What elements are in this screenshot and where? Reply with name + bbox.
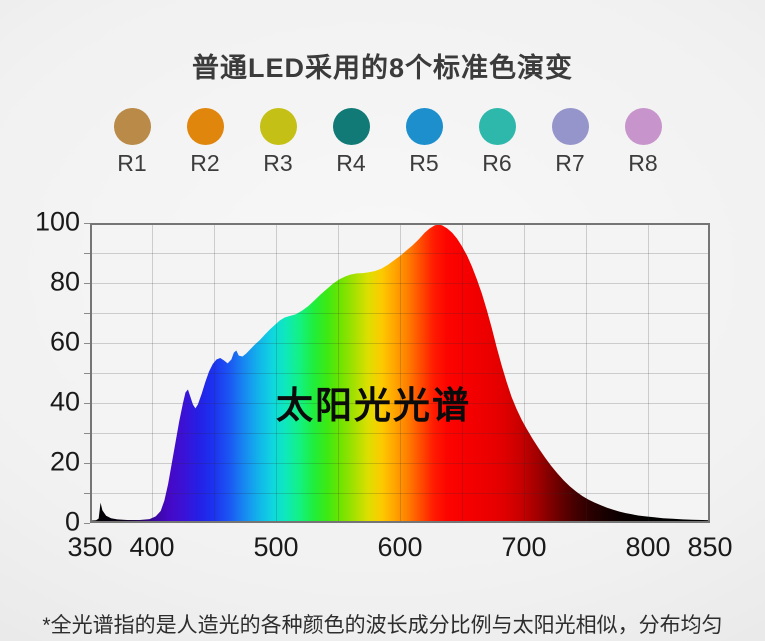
gridline-horizontal (90, 313, 710, 314)
gridlines (90, 223, 710, 523)
swatch-r6: R6 (461, 108, 534, 177)
swatch-color-dot (259, 108, 297, 145)
swatch-label: R6 (482, 150, 512, 176)
gridline-horizontal (90, 433, 710, 434)
swatch-r2: R2 (169, 108, 242, 177)
spectrum-area (90, 224, 710, 523)
swatch-label: R3 (263, 150, 293, 176)
x-tick-label: 500 (253, 532, 299, 562)
swatch-color-dot (551, 108, 589, 145)
gridline-vertical (214, 223, 215, 523)
y-tick-mark (84, 343, 90, 344)
gridline-horizontal (90, 463, 710, 464)
y-tick-mark (84, 313, 90, 314)
y-tick-mark (84, 493, 90, 494)
swatch-r4: R4 (315, 108, 388, 177)
gridline-vertical (462, 223, 463, 523)
swatch-r7: R7 (534, 108, 607, 177)
y-tick-mark (84, 403, 90, 404)
swatch-color-dot (478, 108, 516, 145)
spectrum-annotation: 太阳光光谱 (276, 385, 471, 426)
y-tick-mark (84, 433, 90, 434)
y-tick-mark (84, 463, 90, 464)
y-tick-label: 100 (34, 206, 80, 237)
gridline-vertical (338, 223, 339, 523)
swatch-color-dot (405, 108, 443, 145)
swatch-label: R5 (409, 150, 439, 176)
gridline-horizontal (90, 343, 710, 344)
gridline-horizontal (90, 373, 710, 374)
gridline-vertical (524, 223, 525, 523)
swatch-color-dot (624, 108, 662, 145)
gridline-vertical (400, 223, 401, 523)
swatch-r5: R5 (388, 108, 461, 177)
y-tick-mark (84, 283, 90, 284)
x-tick-label: 400 (129, 532, 175, 562)
gridline-vertical (276, 223, 277, 523)
swatch-color-dot (186, 108, 224, 145)
color-swatch-row: R1 R2 R3 R4 R5 R6 R7 R8 (0, 108, 765, 177)
y-tick-label: 20 (49, 446, 80, 477)
x-tick-label: 600 (377, 532, 423, 562)
y-tick-label: 80 (49, 266, 80, 297)
x-tick-label: 800 (625, 532, 671, 562)
gridline-vertical (586, 223, 587, 523)
gridline-vertical (648, 223, 649, 523)
y-tick-label: 0 (64, 506, 80, 537)
swatch-r8: R8 (607, 108, 680, 177)
y-tick-mark (84, 523, 90, 524)
gridline-horizontal (90, 253, 710, 254)
plot-frame (90, 223, 710, 523)
swatch-r1: R1 (96, 108, 169, 177)
footnote: *全光谱指的是人造光的各种颜色的波长成分比例与太阳光相似，分布均匀 (42, 614, 723, 637)
swatch-label: R4 (336, 150, 366, 176)
y-tick-mark (84, 373, 90, 374)
gridline-vertical (152, 223, 153, 523)
x-tick-label: 700 (501, 532, 547, 562)
x-tick-label: 850 (687, 532, 733, 562)
swatch-r3: R3 (242, 108, 315, 177)
gridline-horizontal (90, 493, 710, 494)
y-tick-mark (84, 253, 90, 254)
plot-area: 太阳光光谱 (90, 223, 710, 523)
swatch-color-dot (332, 108, 370, 145)
swatch-label: R1 (117, 150, 147, 176)
x-tick-label: 350 (67, 532, 113, 562)
y-tick-label: 60 (49, 326, 80, 357)
swatch-label: R2 (190, 150, 220, 176)
swatch-color-dot (113, 108, 151, 145)
y-tick-label: 40 (49, 386, 80, 417)
page-title: 普通LED采用的8个标准色演变 (191, 53, 573, 83)
y-tick-mark (84, 223, 90, 224)
swatch-label: R7 (555, 150, 585, 176)
gridline-horizontal (90, 283, 710, 284)
spectrum-area-path (90, 224, 710, 523)
swatch-label: R8 (628, 150, 658, 176)
gridline-horizontal (90, 403, 710, 404)
